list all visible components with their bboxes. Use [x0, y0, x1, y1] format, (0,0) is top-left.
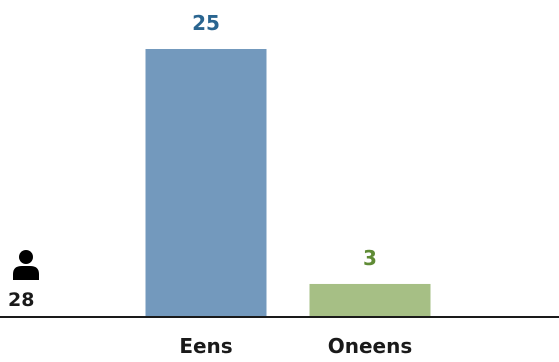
value-label-oneens: 3	[363, 246, 377, 270]
value-labels-group: 25 3	[192, 11, 377, 270]
respondent-total: 28	[8, 250, 39, 311]
respondent-total-value: 28	[8, 289, 34, 311]
bar-eens	[145, 49, 267, 316]
person-icon	[13, 250, 39, 280]
bar-oneens	[309, 283, 431, 316]
value-label-eens: 25	[192, 11, 220, 35]
category-label-eens: Eens	[179, 334, 232, 358]
category-label-oneens: Oneens	[328, 334, 413, 358]
bars-group	[145, 49, 431, 316]
category-labels-group: Eens Oneens	[179, 334, 412, 358]
